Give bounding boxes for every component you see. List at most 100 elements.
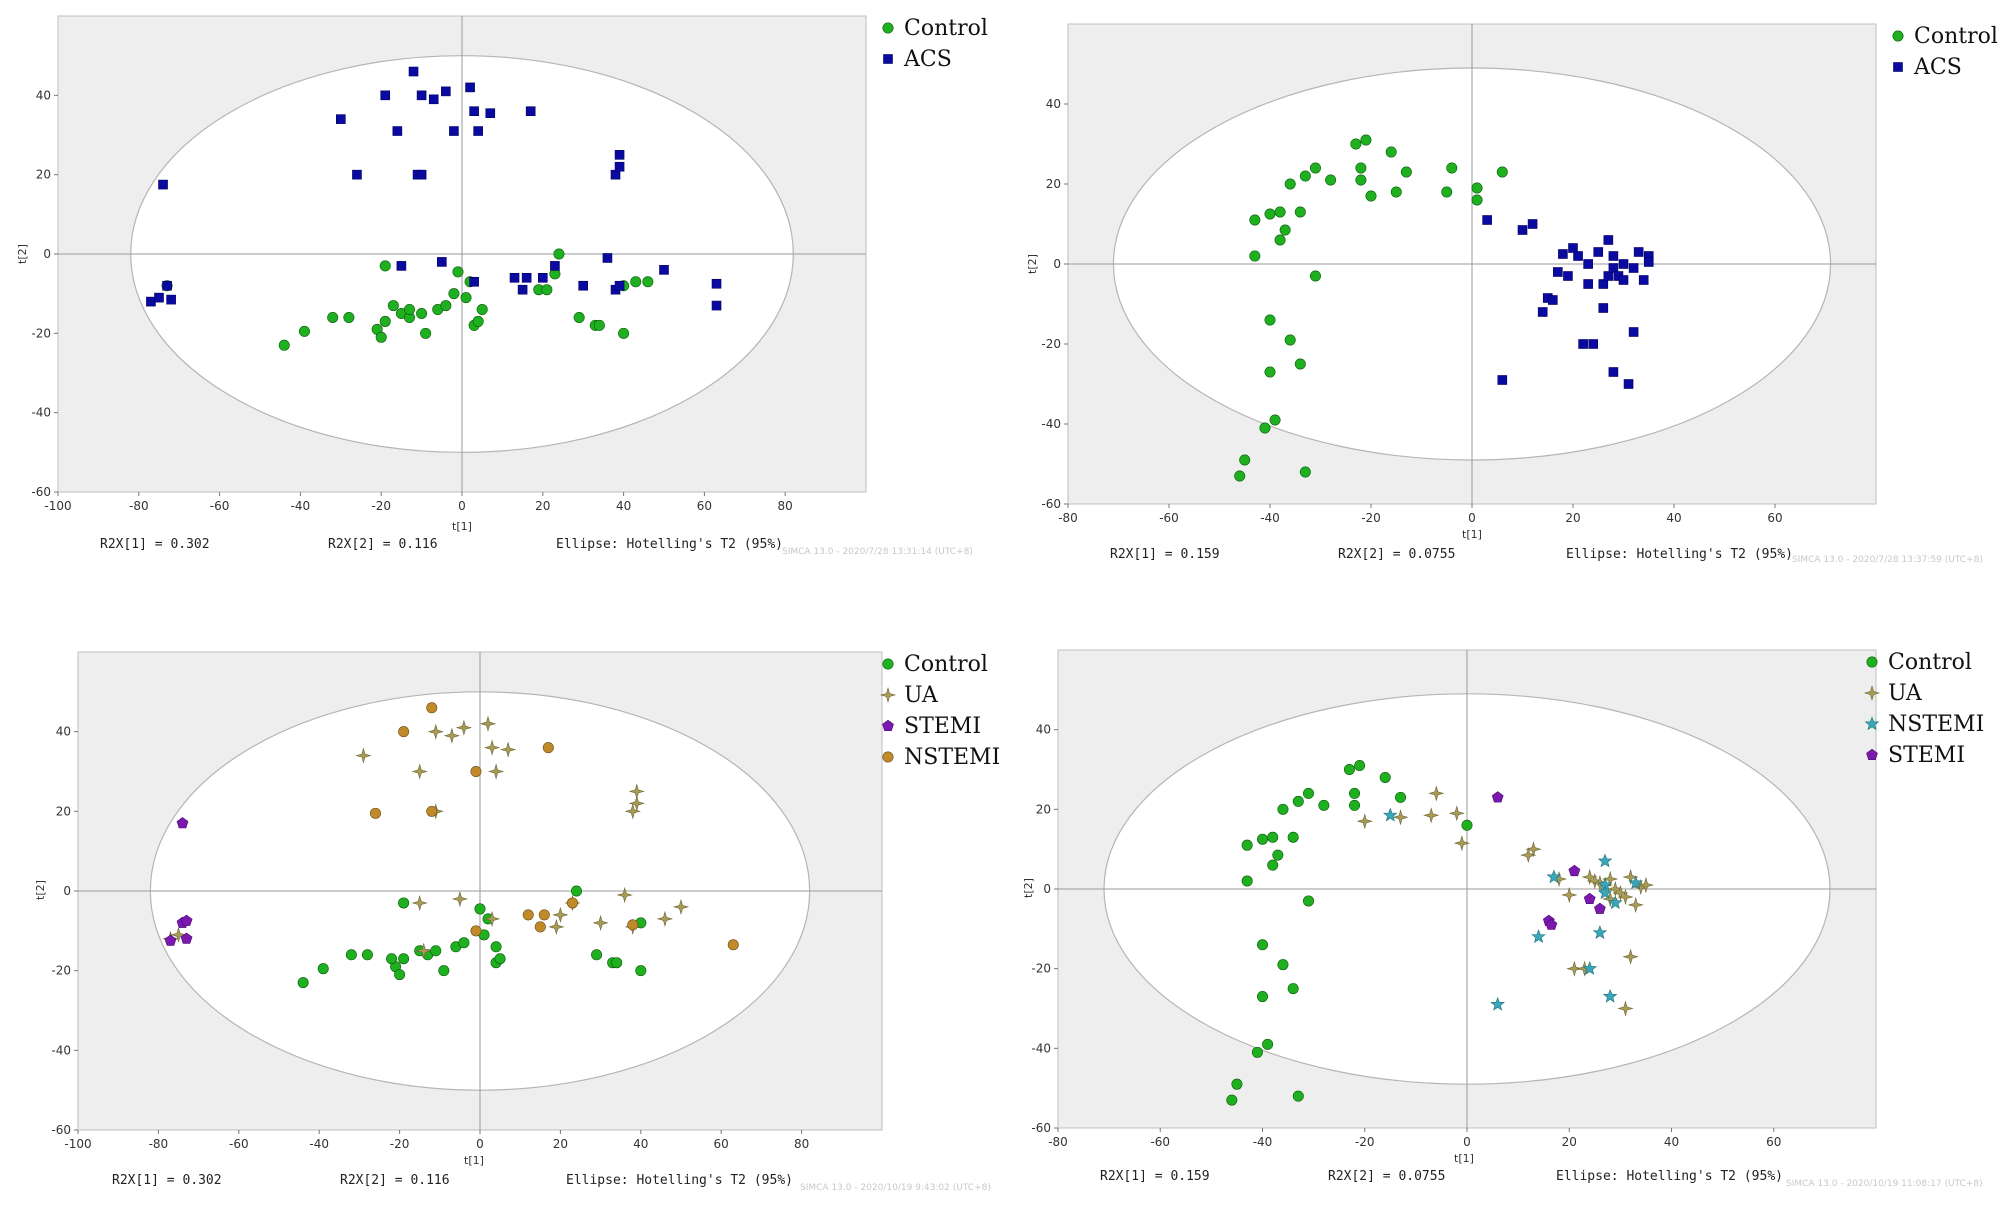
data-point-control (1267, 859, 1279, 871)
data-point-acs (550, 261, 560, 271)
data-point-ua (488, 763, 505, 780)
scores-plot-control-vs-acs-1: -100 -80 -60 -40 -20 0 20 40 60 80-60-40-2002040 … (16, 15, 988, 557)
data-point-control (1226, 1094, 1238, 1106)
data-point-acs (166, 294, 176, 305)
x-tick-label: 60 (697, 499, 712, 513)
data-point-acs (614, 150, 625, 160)
data-point-control (573, 311, 585, 323)
software-stamp: SIMCA 13.0 - 2020/10/19 9:43:02 (UTC+8) (800, 1183, 991, 1193)
data-point-ua (479, 715, 497, 732)
data-point-control (298, 325, 310, 337)
data-point-nstemi (1490, 996, 1505, 1011)
data-point-control (1287, 831, 1299, 843)
data-point-nstemi (538, 909, 550, 921)
data-point-nstemi (522, 909, 534, 921)
data-point-ua (1520, 846, 1537, 864)
data-point-control (1349, 787, 1361, 799)
y-axis-label: t[2] (1022, 878, 1035, 898)
x-tick-label: -60 (229, 1137, 249, 1151)
data-point-acs (1482, 215, 1492, 225)
data-point-nstemi (1628, 875, 1644, 890)
data-point-ua (548, 918, 565, 936)
data-point-control (1355, 174, 1367, 186)
legend-swatch-control (1866, 656, 1878, 668)
software-stamp: SIMCA 13.0 - 2020/7/28 13:37:59 (UTC+8) (1792, 555, 1983, 565)
x-tick-label: -40 (291, 499, 311, 513)
data-point-ua (443, 727, 461, 744)
data-point-acs (352, 169, 362, 180)
x-tick-label: 0 (1468, 511, 1476, 525)
data-point-acs (158, 179, 168, 190)
legend-swatch-ua (1863, 684, 1881, 702)
data-point-control (1239, 454, 1251, 466)
data-point-acs (1537, 307, 1548, 317)
x-axis-label: t[1] (452, 520, 472, 533)
data-point-control (472, 315, 484, 327)
data-point-acs (1548, 295, 1558, 305)
legend-label: UA (1888, 681, 1923, 706)
data-point-ua (1392, 809, 1409, 826)
data-point-ua (1525, 841, 1542, 858)
data-point-acs (1608, 263, 1619, 273)
x-tick-label: -20 (390, 1137, 410, 1151)
data-point-acs (1608, 251, 1619, 261)
x-tick-label: 0 (1463, 1135, 1471, 1149)
data-point-stemi (180, 932, 193, 944)
data-point-control (630, 276, 642, 288)
data-point-ua (1586, 872, 1603, 890)
data-point-control (1309, 162, 1321, 174)
data-point-acs (154, 292, 164, 303)
data-point-acs (1633, 247, 1644, 257)
x-tick-label: 80 (794, 1137, 809, 1151)
x-tick-label: 40 (1666, 511, 1681, 525)
data-point-acs (1618, 275, 1629, 285)
data-point-ua (1561, 886, 1578, 904)
data-point-nstemi (1382, 807, 1398, 822)
data-point-ua (656, 910, 673, 928)
data-point-acs (1527, 219, 1538, 229)
data-point-acs (1638, 275, 1649, 285)
y-tick-label: -20 (1031, 962, 1051, 976)
data-point-nstemi (542, 742, 554, 754)
series-ua (1356, 785, 1654, 1017)
data-point-ua (415, 942, 432, 959)
data-point-nstemi (1607, 895, 1623, 910)
legend-label: UA (904, 683, 939, 708)
data-point-acs (1623, 379, 1634, 389)
x-tick-label: 40 (633, 1137, 648, 1151)
y-tick-label: -60 (31, 485, 51, 499)
legend-label: NSTEMI (1888, 712, 1984, 737)
data-point-stemi (164, 934, 177, 946)
data-point-control (490, 941, 502, 953)
y-tick-label: 40 (36, 88, 51, 102)
data-point-control (553, 248, 565, 260)
data-point-acs (335, 114, 346, 124)
data-point-control (448, 288, 460, 300)
y-tick-label: -60 (1041, 497, 1061, 511)
data-point-control (1284, 334, 1296, 346)
data-point-ua (616, 886, 633, 904)
x-tick-label: 40 (616, 499, 631, 513)
series-control (1226, 760, 1473, 1106)
data-point-control (1279, 224, 1291, 236)
data-point-control (1294, 358, 1306, 370)
data-point-control (398, 897, 410, 909)
data-point-acs (1628, 327, 1639, 337)
legend: Control UA NSTEMI STEMI (1863, 650, 1984, 768)
x-tick-label: 60 (714, 1137, 729, 1151)
y-tick-label: -20 (1041, 337, 1061, 351)
data-point-acs (441, 86, 451, 97)
legend-item-acs: ACS (1893, 55, 1962, 80)
data-point-control (1284, 178, 1296, 190)
legend-swatch-acs (1893, 62, 1903, 72)
data-point-acs (509, 272, 520, 283)
y-axis-label: t[2] (1026, 254, 1039, 274)
data-point-acs (416, 90, 427, 101)
data-point-ua (451, 890, 468, 908)
data-point-nstemi (566, 897, 578, 909)
footer-r2x2: R2X[2] = 0.116 (328, 537, 438, 552)
legend-label: STEMI (1888, 743, 1965, 768)
data-point-ua (427, 723, 444, 740)
x-tick-label: -40 (1260, 511, 1280, 525)
